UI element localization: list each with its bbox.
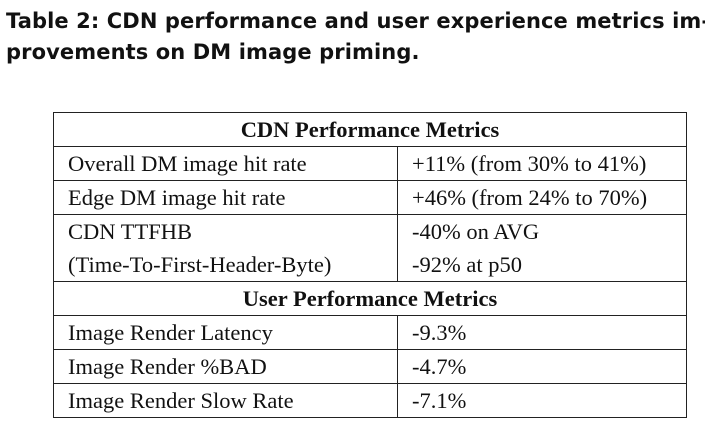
table-row: CDN TTFHB -40% on AVG (53, 214, 687, 248)
value-cell: -9.3% (397, 315, 687, 350)
table-row: Image Render Slow Rate -7.1% (53, 383, 687, 418)
metric-cell: Overall DM image hit rate (53, 146, 398, 181)
metric-cell: Image Render Slow Rate (53, 383, 398, 418)
table-row: Overall DM image hit rate +11% (from 30%… (53, 146, 687, 181)
value-cell: -7.1% (397, 383, 687, 418)
table-caption: Table 2: CDN performance and user experi… (6, 6, 705, 68)
metric-cell: Image Render Latency (53, 315, 398, 350)
metric-cell: Image Render %BAD (53, 349, 398, 384)
value-cell: +11% (from 30% to 41%) (397, 146, 687, 181)
metric-cell: CDN TTFHB (53, 214, 398, 248)
metric-cell: (Time-To-First-Header-Byte) (53, 248, 398, 282)
caption-line-2: provements on DM image priming. (6, 40, 420, 64)
section-header-user: User Performance Metrics (53, 281, 687, 316)
metrics-table: CDN Performance Metrics Overall DM image… (53, 112, 687, 418)
table-row: Edge DM image hit rate +46% (from 24% to… (53, 180, 687, 215)
value-cell: -92% at p50 (397, 248, 687, 282)
section-header-cdn: CDN Performance Metrics (53, 112, 687, 147)
caption-line-1: Table 2: CDN performance and user experi… (6, 9, 705, 33)
table-row: Image Render %BAD -4.7% (53, 349, 687, 384)
section-header-row: CDN Performance Metrics (53, 112, 687, 147)
value-cell: -4.7% (397, 349, 687, 384)
value-cell: -40% on AVG (397, 214, 687, 248)
table-row: Image Render Latency -9.3% (53, 315, 687, 350)
metric-cell: Edge DM image hit rate (53, 180, 398, 215)
table-row: (Time-To-First-Header-Byte) -92% at p50 (53, 248, 687, 282)
section-header-row: User Performance Metrics (53, 281, 687, 316)
value-cell: +46% (from 24% to 70%) (397, 180, 687, 215)
